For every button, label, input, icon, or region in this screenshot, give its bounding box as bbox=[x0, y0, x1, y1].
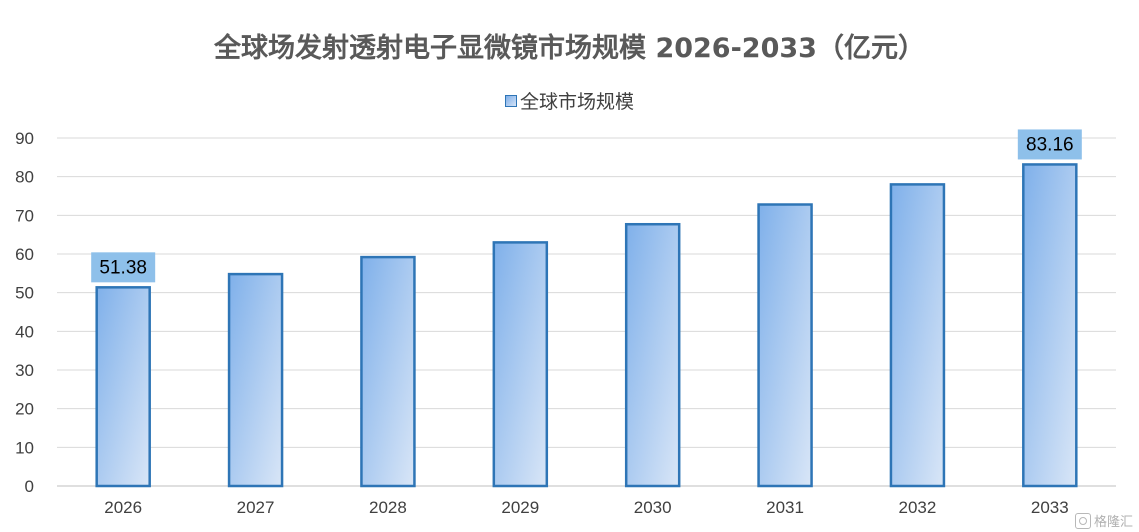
bar bbox=[757, 203, 813, 488]
y-tick-label: 50 bbox=[15, 284, 34, 303]
y-tick-label: 30 bbox=[15, 361, 34, 380]
y-tick-label: 20 bbox=[15, 400, 34, 419]
bar bbox=[95, 286, 151, 488]
y-tick-label: 80 bbox=[15, 168, 34, 187]
x-tick-label: 2032 bbox=[899, 498, 937, 517]
x-tick-label: 2026 bbox=[104, 498, 142, 517]
bar bbox=[227, 272, 284, 488]
bar bbox=[492, 241, 549, 488]
x-axis-ticks: 2026 2027 2028 2029 2030 2031 2032 2033 bbox=[104, 498, 1068, 517]
x-tick-label: 2033 bbox=[1031, 498, 1069, 517]
chart-title: 全球场发射透射电子显微镜市场规模 2026-2033（亿元） bbox=[214, 33, 925, 64]
y-tick-label: 60 bbox=[15, 245, 34, 264]
gelonghui-logo-icon bbox=[1074, 512, 1091, 529]
watermark: 格隆汇 bbox=[1074, 511, 1133, 530]
y-axis-ticks: 0 10 20 30 40 50 60 70 80 90 bbox=[15, 129, 34, 496]
data-label-box bbox=[1017, 129, 1082, 160]
x-tick-label: 2029 bbox=[501, 498, 539, 517]
data-label: 83.16 bbox=[1026, 134, 1074, 155]
x-tick-label: 2028 bbox=[369, 498, 407, 517]
legend-swatch bbox=[504, 94, 517, 107]
legend-label: 全球市场规模 bbox=[519, 91, 634, 113]
data-label-box bbox=[91, 252, 156, 283]
y-tick-label: 70 bbox=[15, 206, 34, 225]
bar bbox=[1022, 163, 1078, 488]
y-tick-label: 90 bbox=[15, 129, 34, 148]
x-tick-label: 2027 bbox=[237, 498, 275, 517]
watermark-text: 格隆汇 bbox=[1093, 514, 1133, 529]
x-tick-label: 2030 bbox=[634, 498, 672, 517]
data-labels: 51.38 83.16 bbox=[91, 129, 1082, 283]
x-tick-label: 2031 bbox=[766, 498, 804, 517]
bar bbox=[624, 222, 681, 488]
bar bbox=[360, 255, 416, 488]
chart-legend: 全球市场规模 bbox=[0, 87, 1139, 114]
y-tick-label: 10 bbox=[15, 438, 34, 457]
gridlines bbox=[57, 137, 1116, 487]
y-tick-label: 0 bbox=[25, 477, 34, 496]
y-tick-label: 40 bbox=[15, 322, 34, 341]
bars bbox=[95, 163, 1078, 488]
bar bbox=[889, 183, 946, 488]
data-label: 51.38 bbox=[99, 257, 147, 278]
